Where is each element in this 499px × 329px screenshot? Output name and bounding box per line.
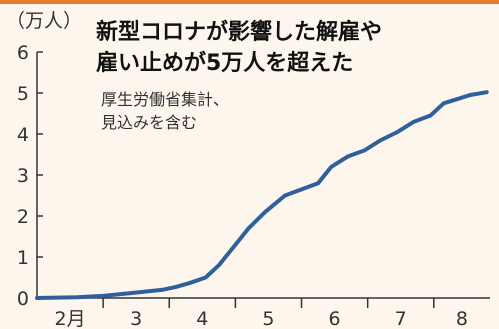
y-tick-label: 0 <box>17 288 29 310</box>
x-tick-label: 2月 <box>55 308 86 329</box>
x-tick-label: 6 <box>329 308 341 329</box>
y-tick-label: 4 <box>17 124 29 146</box>
chart-note: 厚生労働省集計、 見込みを含む <box>101 88 229 134</box>
y-axis-unit-label: （万人） <box>6 10 83 32</box>
y-tick-label: 3 <box>17 165 29 187</box>
chart-title-line-2: 雇い止めが5万人を超えた <box>96 51 354 76</box>
x-tick-label: 8 <box>456 308 468 329</box>
chart-note-line-2: 見込みを含む <box>101 113 198 132</box>
y-tick-label: 6 <box>17 42 29 64</box>
x-tick-label: 3 <box>130 308 142 329</box>
y-tick-label: 5 <box>17 83 29 105</box>
chart-title-line-1: 新型コロナが影響した解雇や <box>96 20 383 45</box>
x-tick-label: 4 <box>196 308 208 329</box>
x-tick-label: 7 <box>395 308 407 329</box>
x-tick-label: 5 <box>262 308 274 329</box>
accent-rule <box>0 0 499 4</box>
chart-title: 新型コロナが影響した解雇や 雇い止めが5万人を超えた <box>96 17 488 79</box>
chart-note-line-1: 厚生労働省集計、 <box>101 90 230 109</box>
y-tick-label: 2 <box>17 206 29 228</box>
series-line <box>35 90 489 300</box>
y-tick-label: 1 <box>17 247 29 269</box>
